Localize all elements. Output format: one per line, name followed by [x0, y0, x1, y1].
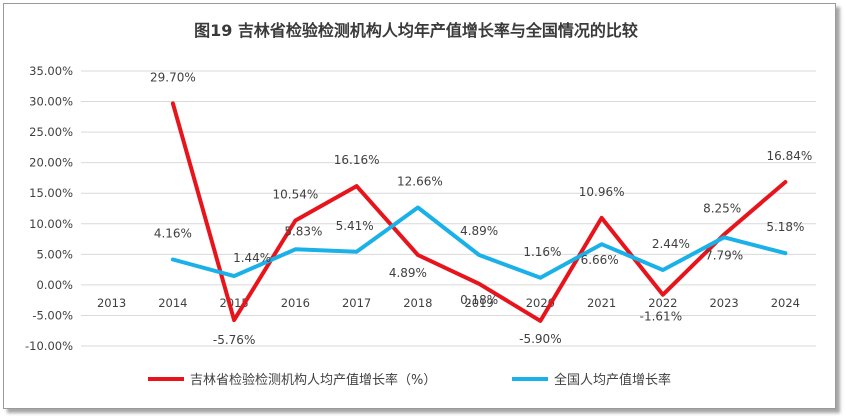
data-label: 1.16%	[523, 245, 561, 259]
y-tick-label: 25.00%	[29, 125, 73, 139]
y-tick-label: 5.00%	[36, 247, 73, 261]
data-label: 10.54%	[272, 187, 318, 201]
y-tick-label: 20.00%	[29, 156, 73, 170]
data-label: 4.16%	[154, 226, 192, 240]
gridlines	[81, 70, 816, 347]
x-tick-label: 2018	[403, 296, 432, 310]
y-tick-label: -5.00%	[32, 308, 73, 322]
data-label: 0.18%	[460, 293, 498, 307]
data-label: 29.70%	[150, 70, 196, 84]
x-tick-label: 2014	[158, 296, 187, 310]
x-tick-label: 2024	[771, 296, 800, 310]
y-tick-label: 0.00%	[36, 278, 73, 292]
data-label: 10.96%	[579, 185, 625, 199]
data-label: 8.25%	[703, 201, 741, 215]
x-tick-label: 2019	[464, 296, 493, 310]
data-label: 5.18%	[766, 220, 804, 234]
data-label: 7.79%	[705, 248, 743, 262]
legend-label-jilin: 吉林省检验检测机构人均产值增长率（%）	[190, 372, 436, 388]
y-tick-label: 35.00%	[29, 64, 73, 78]
data-label: 12.66%	[397, 175, 443, 189]
y-tick-label: -10.00%	[25, 339, 73, 353]
data-label: 5.41%	[336, 219, 374, 233]
data-label: -5.76%	[213, 333, 255, 347]
x-tick-label: 2017	[342, 296, 371, 310]
data-label: -5.90%	[519, 332, 561, 346]
series-line-jilin	[170, 101, 788, 323]
data-label: 6.66%	[581, 253, 619, 267]
x-tick-label: 2013	[97, 296, 126, 310]
x-axis-ticks: 2013 2014 2015 2016 2017 2018 2019 2020 2021 2022…	[97, 296, 800, 310]
y-tick-label: 10.00%	[29, 217, 73, 231]
series-lines	[170, 101, 788, 323]
data-label: 5.83%	[284, 224, 322, 238]
series-line-national	[170, 205, 788, 280]
data-label: 16.16%	[334, 153, 380, 167]
chart-svg: 图19 吉林省检验检测机构人均年产值增长率与全国情况的比较 35.00% 30.0…	[25, 21, 816, 388]
data-labels: 29.70% -5.76% 10.54% 16.16% 4.89% 0.18% -5.90%…	[150, 70, 812, 347]
x-tick-label: 2021	[587, 296, 616, 310]
x-tick-label: 2016	[281, 296, 310, 310]
data-label: 4.89%	[389, 266, 427, 280]
legend: 吉林省检验检测机构人均产值增长率（%） 全国人均产值增长率	[148, 372, 671, 388]
y-axis-ticks: 35.00% 30.00% 25.00% 20.00% 15.00% 10.00% 5.00…	[25, 64, 73, 353]
data-label: 4.89%	[460, 224, 498, 238]
y-tick-label: 30.00%	[29, 95, 73, 109]
data-label: 1.44%	[233, 251, 271, 265]
x-tick-label: 2023	[709, 296, 738, 310]
legend-label-national: 全国人均产值增长率	[554, 372, 671, 388]
data-label: 2.44%	[652, 237, 690, 251]
data-label: -1.61%	[640, 310, 682, 324]
x-tick-label: 2022	[648, 296, 677, 310]
y-tick-label: 15.00%	[29, 186, 73, 200]
chart-frame: 图19 吉林省检验检测机构人均年产值增长率与全国情况的比较 35.00% 30.0…	[3, 3, 836, 409]
data-label: 16.84%	[766, 149, 812, 163]
chart-title: 图19 吉林省检验检测机构人均年产值增长率与全国情况的比较	[194, 21, 638, 40]
